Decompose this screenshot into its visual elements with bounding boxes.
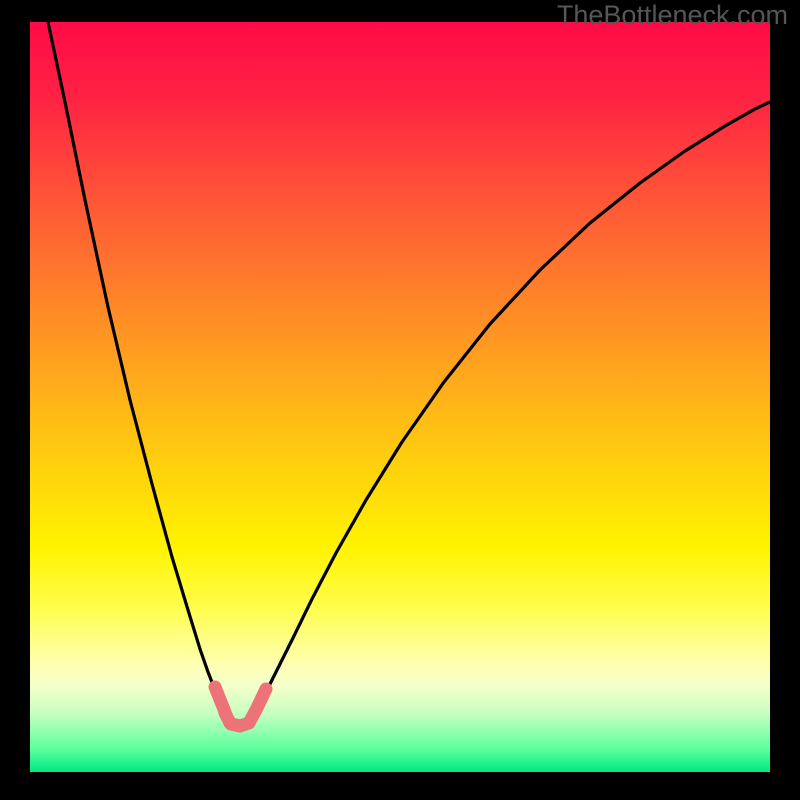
- frame-right: [770, 0, 800, 800]
- plot-svg: [30, 22, 770, 772]
- frame-left: [0, 0, 30, 800]
- pink-marker-segment: [257, 689, 266, 708]
- gradient-background: [30, 22, 770, 772]
- frame-bottom: [0, 772, 800, 800]
- watermark-text: TheBottleneck.com: [557, 0, 788, 31]
- plot-area: [30, 22, 770, 772]
